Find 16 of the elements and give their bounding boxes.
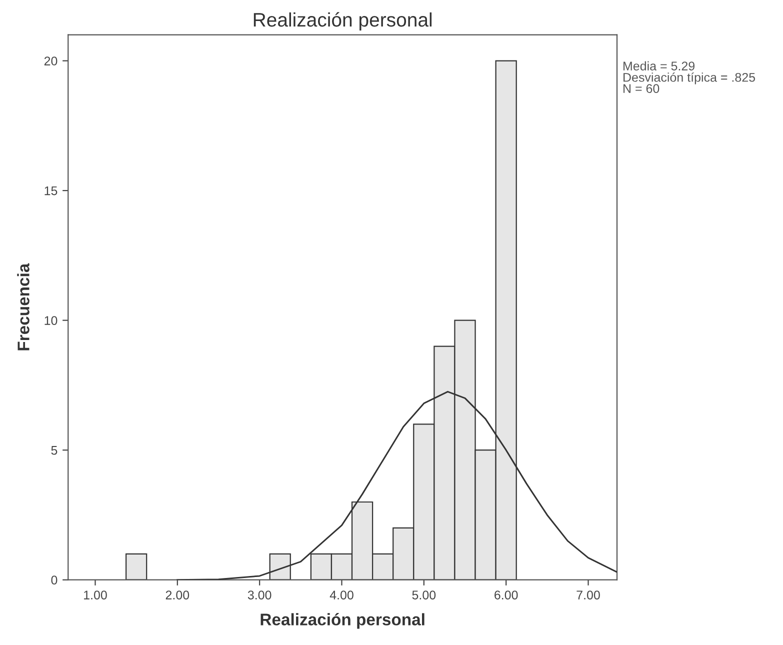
y-tick-label: 20 — [44, 56, 58, 66]
x-tick-label: 3.00 — [248, 590, 272, 600]
x-tick-label: 6.00 — [494, 590, 518, 600]
x-tick-label: 5.00 — [412, 590, 436, 600]
y-tick-label: 0 — [51, 576, 58, 585]
y-tick-label: 5 — [51, 446, 58, 455]
y-tick-label: 10 — [44, 316, 58, 325]
x-tick-label: 2.00 — [166, 590, 190, 600]
x-axis-title: Realización personal — [260, 613, 424, 629]
text: Media = 5.29 Desviación típica = .825 N = 60 — [624, 61, 756, 93]
x-tick-label: 4.00 — [330, 590, 354, 600]
y-tick-label: 15 — [44, 186, 58, 196]
x-tick-label: 7.00 — [576, 590, 600, 600]
chart-title: Realización personal — [254, 12, 432, 31]
y-axis-title: Frecuencia — [17, 263, 30, 350]
x-tick-label: 1.00 — [84, 590, 107, 600]
